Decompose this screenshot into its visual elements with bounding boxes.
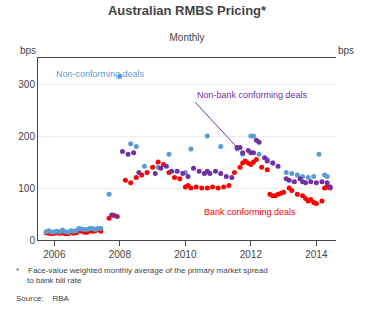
svg-text:Source: RBA: Source: RBA [16,294,70,303]
svg-text:300: 300 [18,79,35,90]
svg-text:Non-bank conforming deals: Non-bank conforming deals [197,90,308,100]
svg-text:bps: bps [20,45,36,56]
svg-text:Australian RMBS Pricing*: Australian RMBS Pricing* [108,3,267,18]
svg-text:100: 100 [18,183,35,194]
svg-text:2012: 2012 [240,249,263,260]
svg-text:2006: 2006 [43,249,66,260]
svg-text:2008: 2008 [109,249,132,260]
svg-text:2014: 2014 [305,249,328,260]
svg-text:Monthly: Monthly [169,32,204,43]
svg-text:2010: 2010 [174,249,197,260]
svg-text:200: 200 [18,131,35,142]
svg-text:Non-conforming deals: Non-conforming deals [56,69,145,79]
svg-text:* Face-value weighted month: * Face-value weighted monthly average of… [16,266,268,285]
svg-text:Bank conforming deals: Bank conforming deals [204,207,296,217]
svg-text:bps: bps [338,45,354,56]
svg-text:0: 0 [29,235,35,246]
